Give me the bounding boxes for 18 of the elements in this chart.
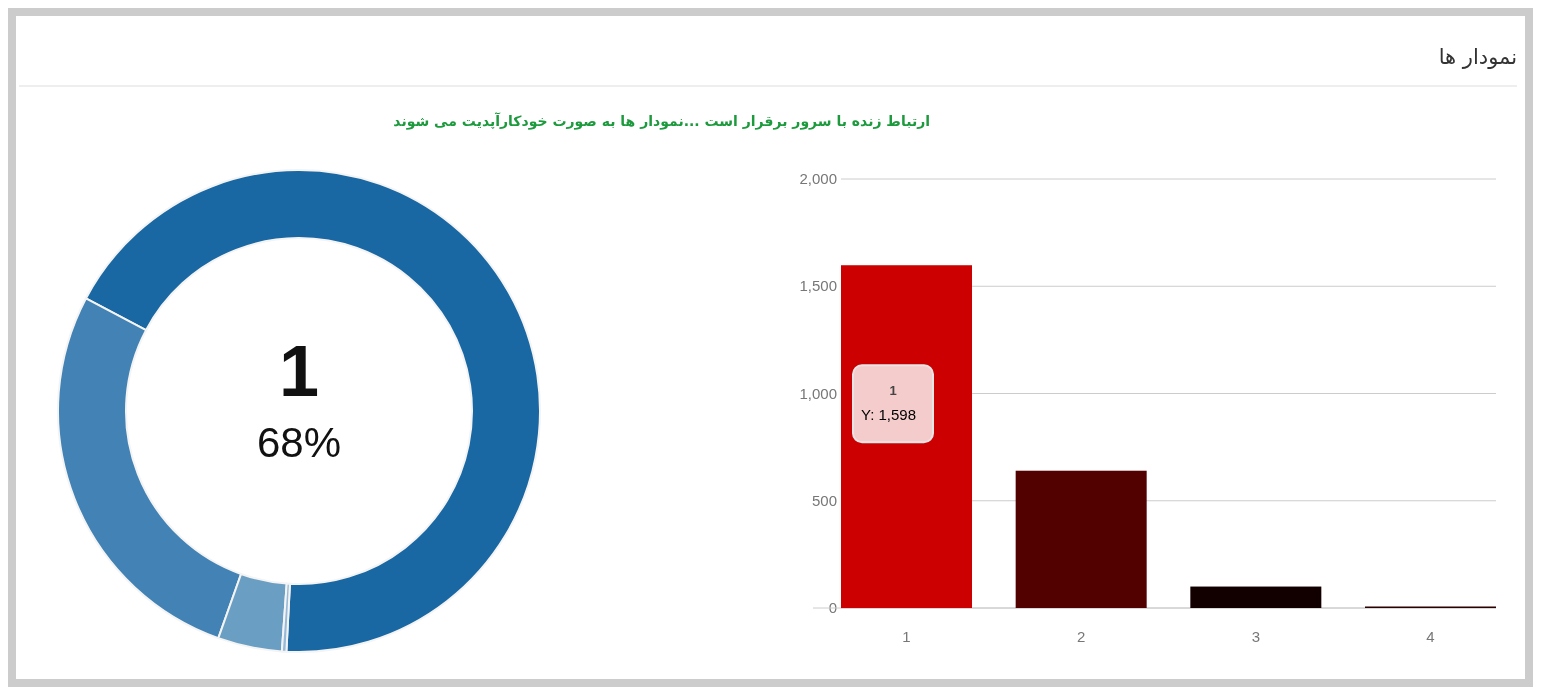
y-tick-label: 0: [828, 599, 837, 616]
annotation: Y: 1,598: [861, 406, 917, 424]
y-tick-label: 1,500: [799, 277, 837, 295]
annotation: 1: [889, 383, 897, 399]
x-tick-label: 3: [1251, 628, 1261, 645]
y-tick-label: 2,000: [799, 170, 837, 187]
text: نمودار ها: [1438, 45, 1517, 69]
tooltip: 1 Y: 1,598: [852, 364, 934, 444]
x-tick-label: 2: [1076, 628, 1086, 645]
text: 68%: [256, 419, 342, 466]
text: ارتباط زنده با سرور برقرار است ...نمودار ها به صورت خودکارآپدیت می شوند: [393, 112, 930, 130]
y-tick-label: 1,000: [799, 384, 837, 402]
x-tick-label: 4: [1426, 628, 1435, 645]
text: 1: [278, 331, 320, 411]
y-tick-label: 500: [811, 491, 837, 509]
bar: [1190, 586, 1322, 608]
x-tick-label: 1: [902, 628, 911, 645]
bar: [1015, 470, 1147, 608]
